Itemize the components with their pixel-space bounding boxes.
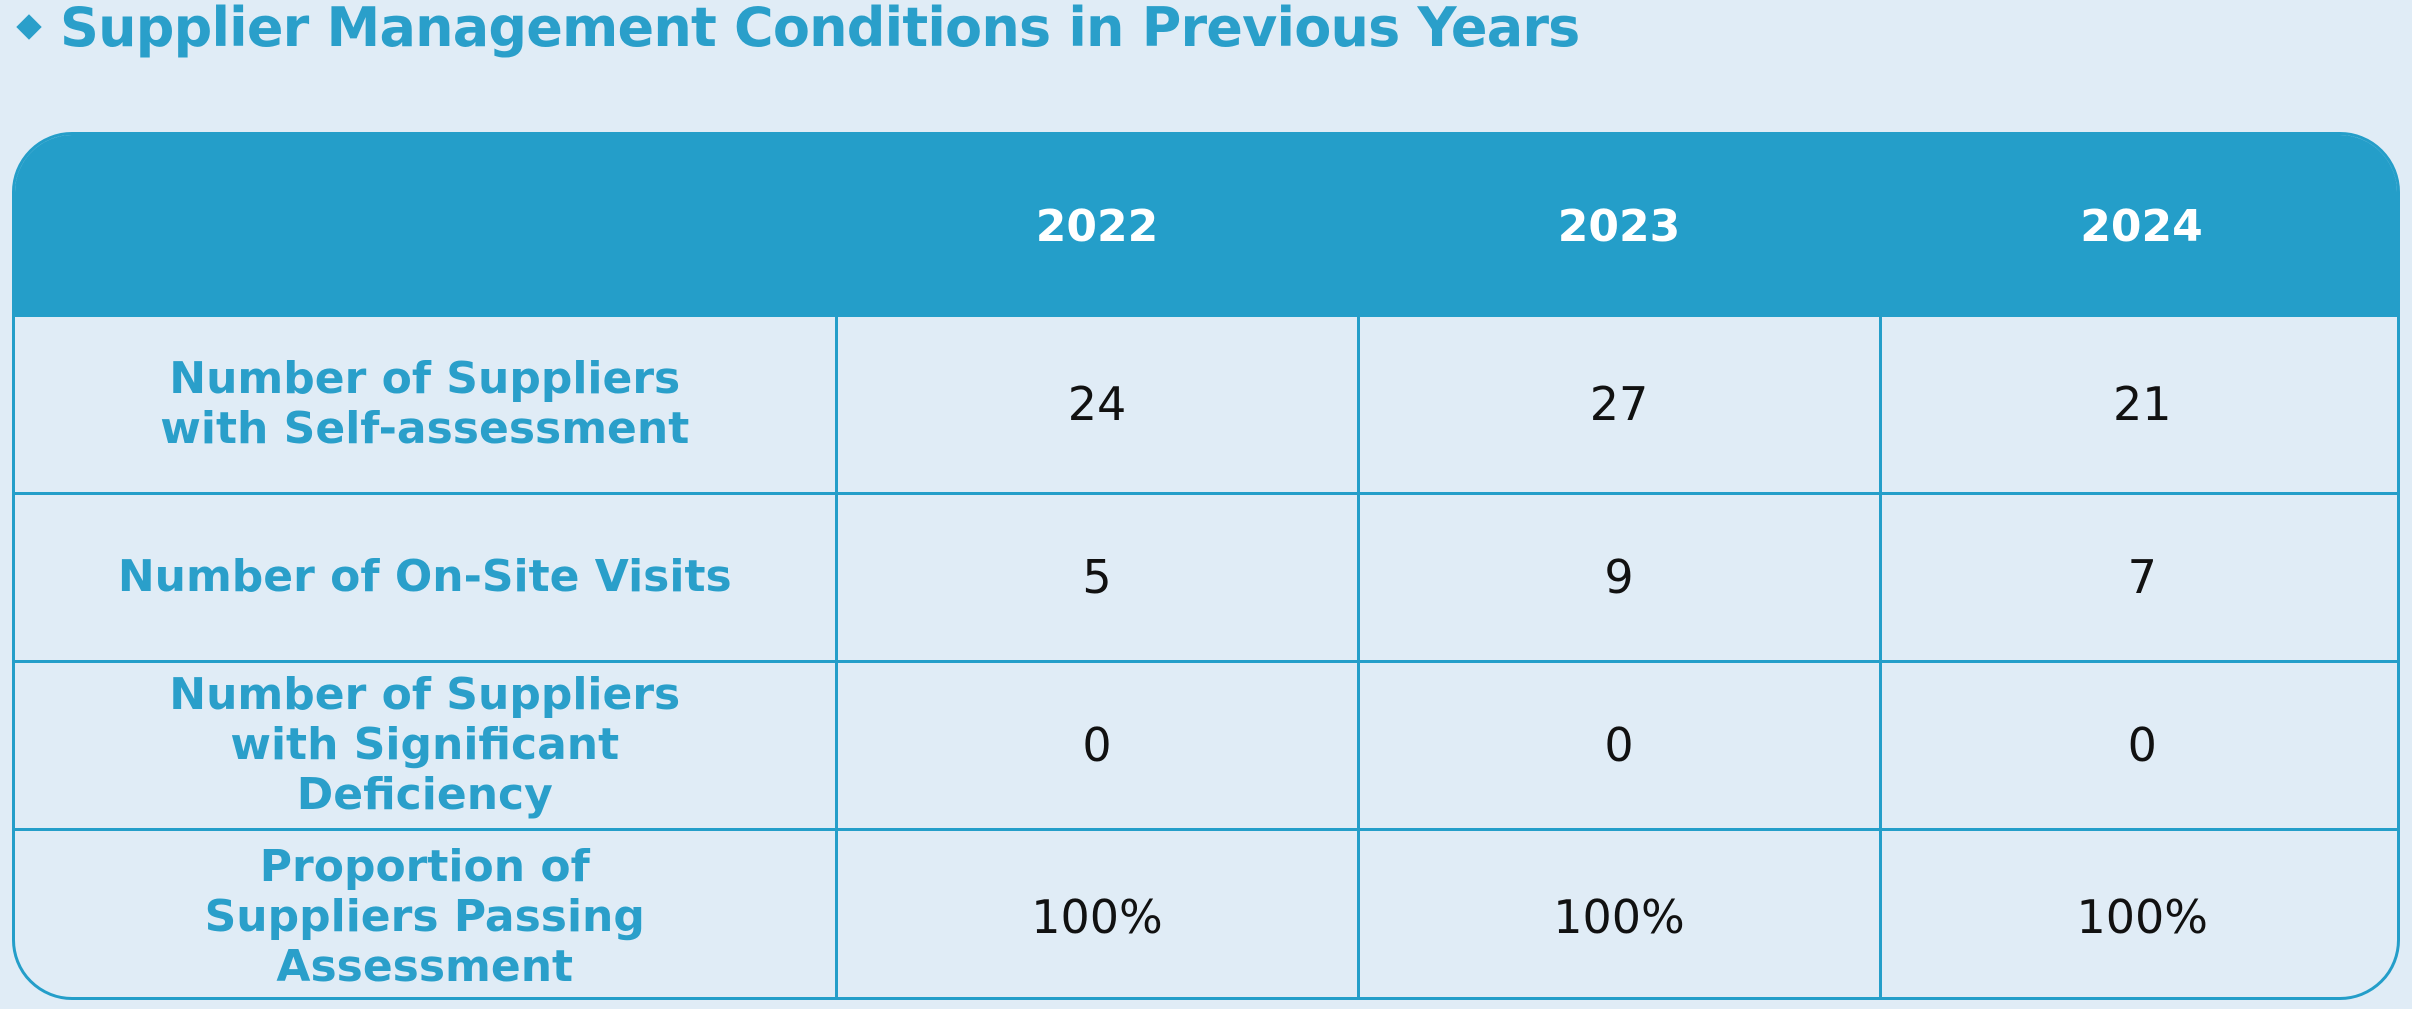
- value-cell: 0: [1878, 659, 2397, 831]
- value-cell: 24: [834, 317, 1360, 495]
- cell-value: 9: [1604, 550, 1634, 604]
- cell-value: 0: [1604, 718, 1634, 772]
- cell-value: 100%: [1031, 889, 1163, 944]
- supplier-management-table: 2022 2023 2024 Number of Suppliers with …: [12, 132, 2400, 1000]
- value-cell: 0: [834, 659, 1360, 831]
- cell-value: 100%: [1553, 889, 1685, 944]
- diamond-bullet-icon: [16, 14, 42, 40]
- value-cell: 7: [1878, 491, 2397, 663]
- cell-value: 5: [1082, 550, 1112, 604]
- data-table: 2022 2023 2024 Number of Suppliers with …: [15, 135, 2397, 997]
- row-label: Number of Suppliers with Self-assessment: [160, 353, 690, 455]
- row-label: Number of Suppliers with Significant Def…: [169, 669, 681, 820]
- value-cell: 0: [1356, 659, 1882, 831]
- header-year-2022: 2022: [836, 135, 1358, 317]
- cell-value: 21: [2112, 377, 2172, 432]
- table-row: Number of Suppliers with Significant Def…: [15, 659, 2397, 831]
- value-cell: 9: [1356, 491, 1882, 663]
- value-cell: 27: [1356, 317, 1882, 495]
- header-year-2023: 2023: [1358, 135, 1880, 317]
- cell-value: 100%: [2076, 889, 2208, 944]
- value-cell: 100%: [1878, 827, 2397, 997]
- cell-value: 24: [1067, 377, 1127, 432]
- table-row: Number of On-Site Visits 5 9 7: [15, 491, 2397, 663]
- value-cell: 100%: [834, 827, 1360, 997]
- cell-value: 0: [2127, 718, 2157, 772]
- table-header: 2022 2023 2024: [15, 135, 2397, 317]
- header-corner-cell: [15, 135, 836, 317]
- value-cell: 100%: [1356, 827, 1882, 997]
- row-label-cell: Proportion of Suppliers Passing Assessme…: [15, 827, 838, 997]
- header-row: 2022 2023 2024: [15, 135, 2397, 317]
- row-label: Number of On-Site Visits: [117, 551, 732, 602]
- table-body: Number of Suppliers with Self-assessment…: [15, 317, 2397, 997]
- row-label-cell: Number of On-Site Visits: [15, 491, 838, 663]
- cell-value: 27: [1589, 377, 1649, 432]
- header-year-2024: 2024: [1880, 135, 2397, 317]
- page-title: Supplier Management Conditions in Previo…: [14, 0, 1580, 62]
- table-row: Proportion of Suppliers Passing Assessme…: [15, 827, 2397, 997]
- table-row: Number of Suppliers with Self-assessment…: [15, 317, 2397, 495]
- row-label-cell: Number of Suppliers with Self-assessment: [15, 317, 838, 495]
- page-title-text: Supplier Management Conditions in Previo…: [60, 0, 1580, 59]
- cell-value: 0: [1082, 718, 1112, 772]
- row-label: Proportion of Suppliers Passing Assessme…: [204, 840, 645, 992]
- cell-value: 7: [2127, 550, 2157, 604]
- value-cell: 21: [1878, 317, 2397, 495]
- value-cell: 5: [834, 491, 1360, 663]
- row-label-cell: Number of Suppliers with Significant Def…: [15, 659, 838, 831]
